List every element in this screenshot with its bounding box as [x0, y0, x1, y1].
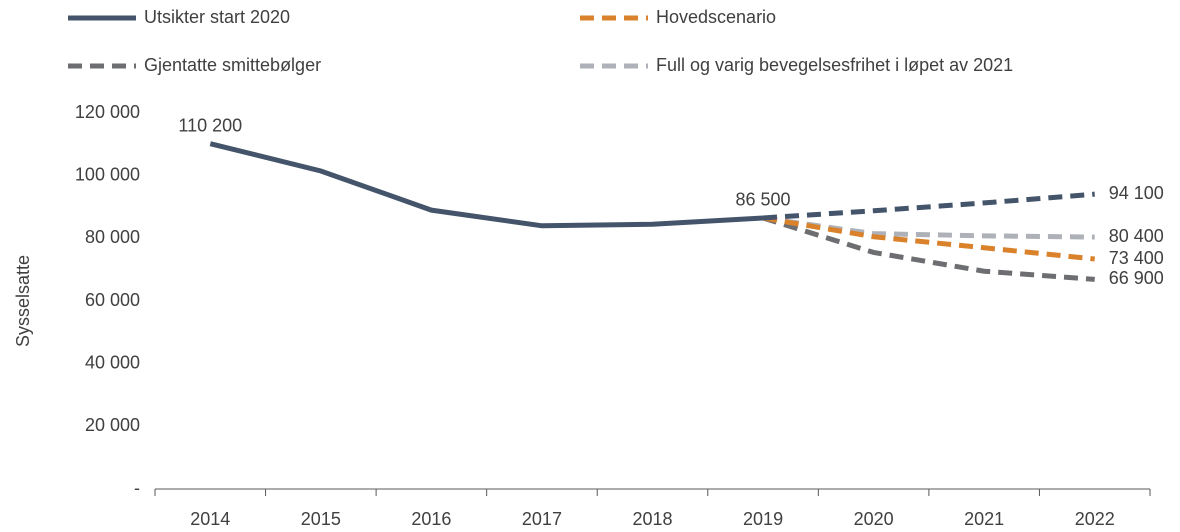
x-tick-label: 2016: [411, 509, 451, 529]
x-tick-label: 2015: [301, 509, 341, 529]
data-label: 94 100: [1109, 183, 1164, 203]
legend-label: Full og varig bevegelsesfrihet i løpet a…: [656, 55, 1013, 75]
line-series-dashed: [762, 215, 1095, 262]
y-tick-label: 120 000: [75, 102, 140, 122]
y-tick-label: 100 000: [75, 164, 140, 184]
x-tick-label: 2014: [190, 509, 230, 529]
x-tick-label: 2020: [854, 509, 894, 529]
data-label: 86 500: [736, 190, 791, 210]
x-tick-label: 2022: [1075, 509, 1115, 529]
y-tick-label: -: [134, 478, 140, 498]
y-tick-label: 40 000: [85, 352, 140, 372]
x-tick-label: 2017: [522, 509, 562, 529]
y-tick-label: 60 000: [85, 290, 140, 310]
data-label: 110 200: [178, 115, 242, 135]
data-label: 80 400: [1109, 226, 1164, 246]
y-tick-label: 20 000: [85, 415, 140, 435]
data-label: 66 900: [1109, 268, 1164, 288]
x-tick-label: 2019: [743, 509, 783, 529]
data-label: 73 400: [1109, 248, 1164, 268]
line-series: [209, 141, 764, 229]
line-series-dashed: [762, 191, 1095, 221]
x-tick-label: 2018: [632, 509, 672, 529]
legend-label: Utsikter start 2020: [144, 7, 290, 27]
legend-label: Gjentatte smittebølger: [144, 55, 321, 75]
x-tick-label: 2021: [964, 509, 1004, 529]
y-tick-label: 80 000: [85, 227, 140, 247]
legend-label: Hovedscenario: [656, 7, 776, 27]
y-axis-label: Sysselsatte: [13, 255, 33, 347]
line-series-dashed: [762, 215, 1095, 282]
